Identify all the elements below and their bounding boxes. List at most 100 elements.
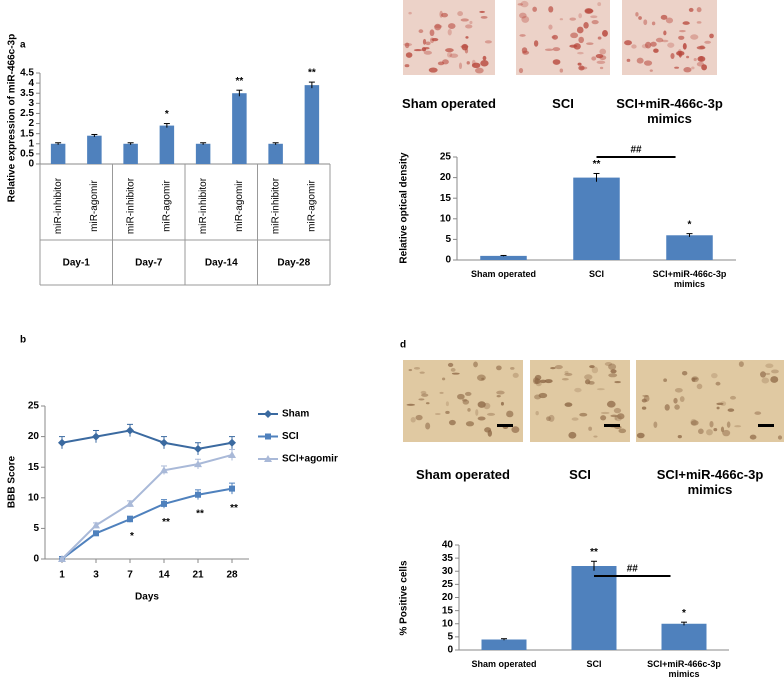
legend-marker	[264, 455, 272, 462]
y-tick-label: 5	[445, 234, 451, 245]
significance: *	[682, 608, 686, 619]
texture-cell	[765, 372, 771, 375]
texture-cell	[457, 393, 465, 400]
texture-cell	[696, 45, 706, 50]
texture-cell	[649, 69, 653, 72]
texture-cell	[644, 41, 652, 49]
texture-cell	[624, 40, 632, 46]
texture-cell	[770, 376, 779, 383]
series-line	[61, 429, 233, 450]
texture-cell	[451, 372, 460, 375]
texture-cell	[568, 431, 577, 439]
texture-cell	[533, 40, 539, 47]
texture-cell	[522, 50, 530, 55]
texture-cell	[544, 48, 554, 52]
texture-cell	[586, 42, 594, 45]
texture-cell	[431, 38, 439, 42]
x-tick-label-box: SCI+miR-466c-3p mimics	[653, 269, 727, 289]
x-tick-label: Sham operated	[471, 659, 537, 669]
texture-cell	[677, 435, 682, 439]
texture-cell	[713, 428, 718, 432]
legend-label: SCI+agomir	[282, 454, 338, 465]
texture-cell	[552, 59, 561, 65]
texture-cell	[726, 421, 731, 428]
texture-cell	[406, 403, 416, 406]
y-tick-label: 4.5	[20, 68, 34, 79]
texture-cell	[590, 15, 598, 19]
texture-cell	[446, 51, 453, 58]
bar	[666, 235, 713, 260]
texture-cell	[674, 404, 680, 410]
scale-bar	[604, 424, 620, 427]
texture-cell	[577, 62, 582, 66]
y-tick-label: 10	[442, 618, 454, 629]
y-tick-label: 5	[33, 523, 39, 534]
panel-letter: a	[20, 40, 26, 51]
texture-cell	[518, 67, 524, 74]
y-tick-label: 15	[442, 605, 454, 616]
y-tick-label: 4	[28, 78, 34, 89]
texture-cell	[597, 2, 602, 7]
y-tick-label: 2	[28, 118, 34, 129]
texture-cell	[771, 369, 779, 374]
texture-cell	[599, 48, 607, 55]
texture-cell	[552, 34, 558, 40]
texture-cell	[512, 372, 519, 378]
texture-cell	[552, 47, 561, 52]
data-point	[195, 491, 201, 498]
texture-cell	[408, 11, 412, 15]
image-caption-box: Sham operated	[416, 468, 510, 482]
texture-cell	[704, 40, 711, 44]
texture-cell	[550, 366, 556, 370]
texture-cell	[614, 380, 621, 384]
texture-cell	[734, 425, 742, 428]
texture-cell	[730, 395, 737, 400]
texture-cell	[599, 55, 607, 61]
texture-cell	[670, 52, 675, 60]
data-point	[58, 555, 66, 562]
texture-cell	[600, 411, 610, 415]
texture-cell	[496, 394, 501, 398]
texture-cell	[461, 43, 469, 51]
texture-cell	[458, 62, 463, 70]
texture-cell	[749, 434, 757, 440]
y-tick-label: 30	[442, 566, 454, 577]
significance: **	[235, 76, 243, 87]
x-tick-label-box: Sham operated	[471, 659, 537, 669]
image-caption-box: SCI+miR-466c-3p mimics	[657, 468, 764, 497]
texture-cell	[617, 413, 625, 420]
texture-cell	[583, 22, 589, 29]
texture-cell	[691, 66, 695, 70]
texture-cell	[674, 388, 683, 393]
texture-cell	[476, 374, 486, 381]
texture-cell	[449, 53, 459, 58]
texture-cell	[447, 23, 456, 29]
texture-cell	[679, 396, 685, 403]
group-label: Day-1	[63, 258, 91, 269]
image-caption-box: Sham operated	[402, 97, 496, 111]
texture-cell	[421, 47, 427, 52]
texture-cell	[608, 363, 617, 370]
texture-cell	[696, 7, 702, 13]
texture-cell	[636, 57, 644, 64]
y-tick-label: 1.5	[20, 128, 34, 139]
y-tick-label: 25	[28, 401, 40, 412]
texture-cell	[650, 41, 657, 47]
texture-cell	[643, 395, 650, 402]
texture-cell	[464, 391, 472, 396]
texture-cell	[418, 29, 424, 34]
texture-cell	[480, 60, 489, 67]
texture-cell	[441, 12, 449, 18]
x-tick-label: miR-inhibitor	[53, 177, 64, 234]
texture-cell	[692, 377, 698, 380]
x-tick-label: 7	[127, 570, 133, 581]
y-tick-label: 25	[442, 579, 454, 590]
x-tick-label-box: SCI+miR-466c-3p mimics	[647, 659, 721, 679]
texture-cell	[477, 416, 486, 421]
texture-cell	[496, 390, 505, 395]
texture-cell	[635, 12, 639, 17]
texture-cell	[462, 399, 470, 405]
y-tick-label: 40	[442, 540, 454, 551]
bracket-label: ##	[630, 145, 642, 156]
y-tick-label: 3.5	[20, 88, 34, 99]
